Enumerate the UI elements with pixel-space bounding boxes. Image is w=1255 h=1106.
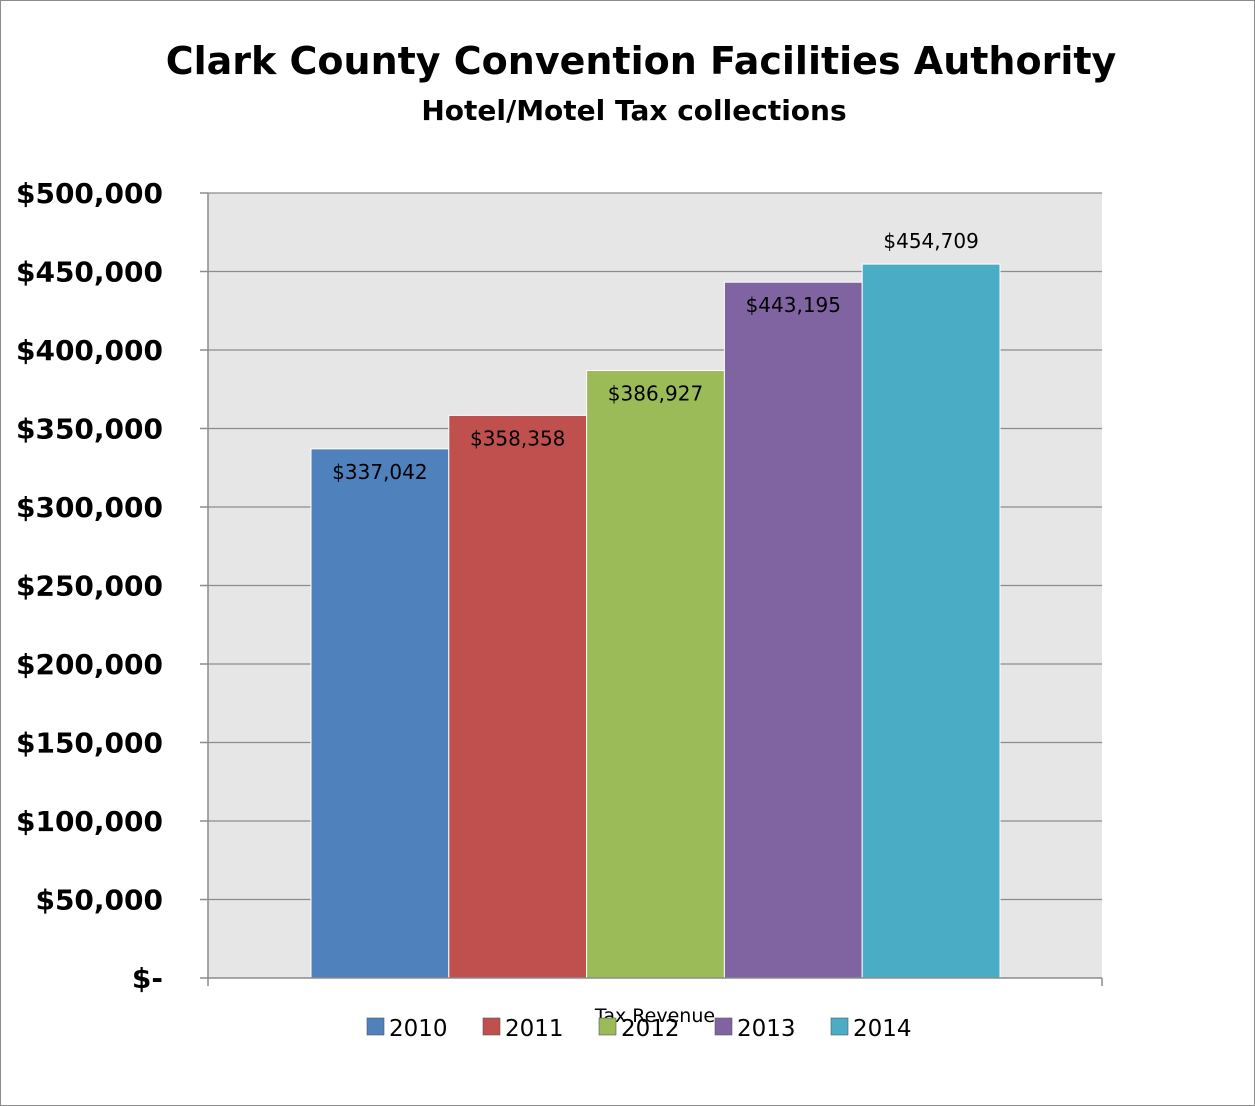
data-labels: $337,042 $358,358 $386,927 $443,195 $454,709	[332, 229, 979, 484]
data-label-2011: $358,358	[470, 426, 565, 450]
y-tick-label: $100,000	[16, 805, 163, 838]
bar-2013	[723, 281, 863, 979]
data-label-2013: $443,195	[746, 293, 841, 317]
chart-title: Clark County Convention Facilities Autho…	[166, 39, 1117, 83]
legend-swatch-2011	[482, 1017, 501, 1036]
legend-swatch-2014	[830, 1017, 849, 1036]
y-axis-ticks: $- $50,000 $100,000 $150,000 $200,000 $250,00…	[16, 177, 208, 995]
legend-swatch-2013	[714, 1017, 733, 1036]
legend-label-2013: 2013	[737, 1016, 796, 1042]
y-tick-label: $500,000	[16, 177, 163, 210]
x-axis-label: Tax Revenue	[594, 1005, 715, 1027]
data-label-2014: $454,709	[883, 229, 978, 253]
legend-label-2010: 2010	[389, 1016, 448, 1042]
y-tick-label: $150,000	[16, 727, 163, 760]
y-tick-label: $250,000	[16, 570, 163, 603]
y-tick-label: $400,000	[16, 334, 163, 367]
bar-2012	[586, 370, 725, 979]
y-tick-label: $200,000	[16, 648, 163, 681]
legend-label-2014: 2014	[853, 1016, 912, 1042]
y-tick-label: $50,000	[35, 884, 163, 917]
y-tick-label: $-	[132, 962, 163, 995]
legend-swatch-2010	[366, 1017, 385, 1036]
bar-2011	[448, 414, 588, 979]
bar-2010	[310, 448, 450, 979]
legend: 2010 2011 2012 2013 2014	[366, 1016, 912, 1042]
y-tick-label: $450,000	[16, 256, 163, 289]
data-label-2010: $337,042	[332, 460, 427, 484]
y-tick-label: $300,000	[16, 491, 163, 524]
legend-label-2012: 2012	[621, 1016, 680, 1042]
data-label-2012: $386,927	[608, 382, 703, 406]
bars	[310, 263, 1001, 979]
legend-label-2011: 2011	[505, 1016, 564, 1042]
y-tick-label: $350,000	[16, 413, 163, 446]
legend-swatch-2012	[598, 1017, 617, 1036]
chart-subtitle: Hotel/Motel Tax collections	[421, 94, 846, 127]
bar-2014	[861, 263, 1001, 979]
